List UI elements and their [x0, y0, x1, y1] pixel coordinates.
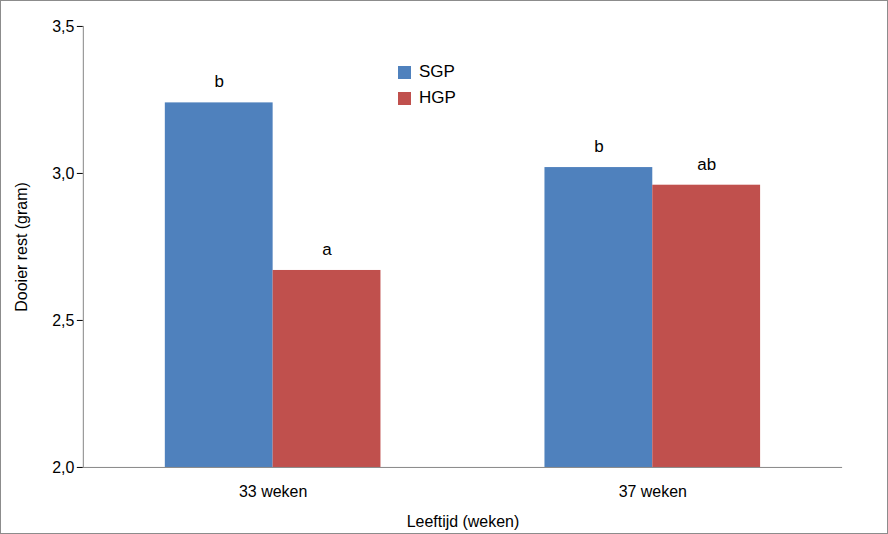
svg-text:b: b	[594, 137, 603, 156]
svg-text:3,5: 3,5	[52, 18, 74, 35]
html-text:HGP: HGP	[419, 88, 456, 107]
svg-text:b: b	[215, 72, 224, 91]
html-text:SGP: SGP	[419, 62, 455, 81]
svg-text:a: a	[322, 240, 332, 259]
svg-text:33 weken: 33 weken	[239, 483, 307, 500]
svg-text:3,0: 3,0	[52, 165, 74, 182]
svg-text:ab: ab	[697, 155, 716, 174]
svg-text:Dooier rest (gram): Dooier rest (gram)	[13, 182, 30, 311]
svg-text:2,5: 2,5	[52, 312, 74, 329]
svg-text:37 weken: 37 weken	[619, 483, 687, 500]
svg-text:2,0: 2,0	[52, 459, 74, 476]
svg-text:Leeftijd (weken): Leeftijd (weken)	[407, 513, 520, 530]
